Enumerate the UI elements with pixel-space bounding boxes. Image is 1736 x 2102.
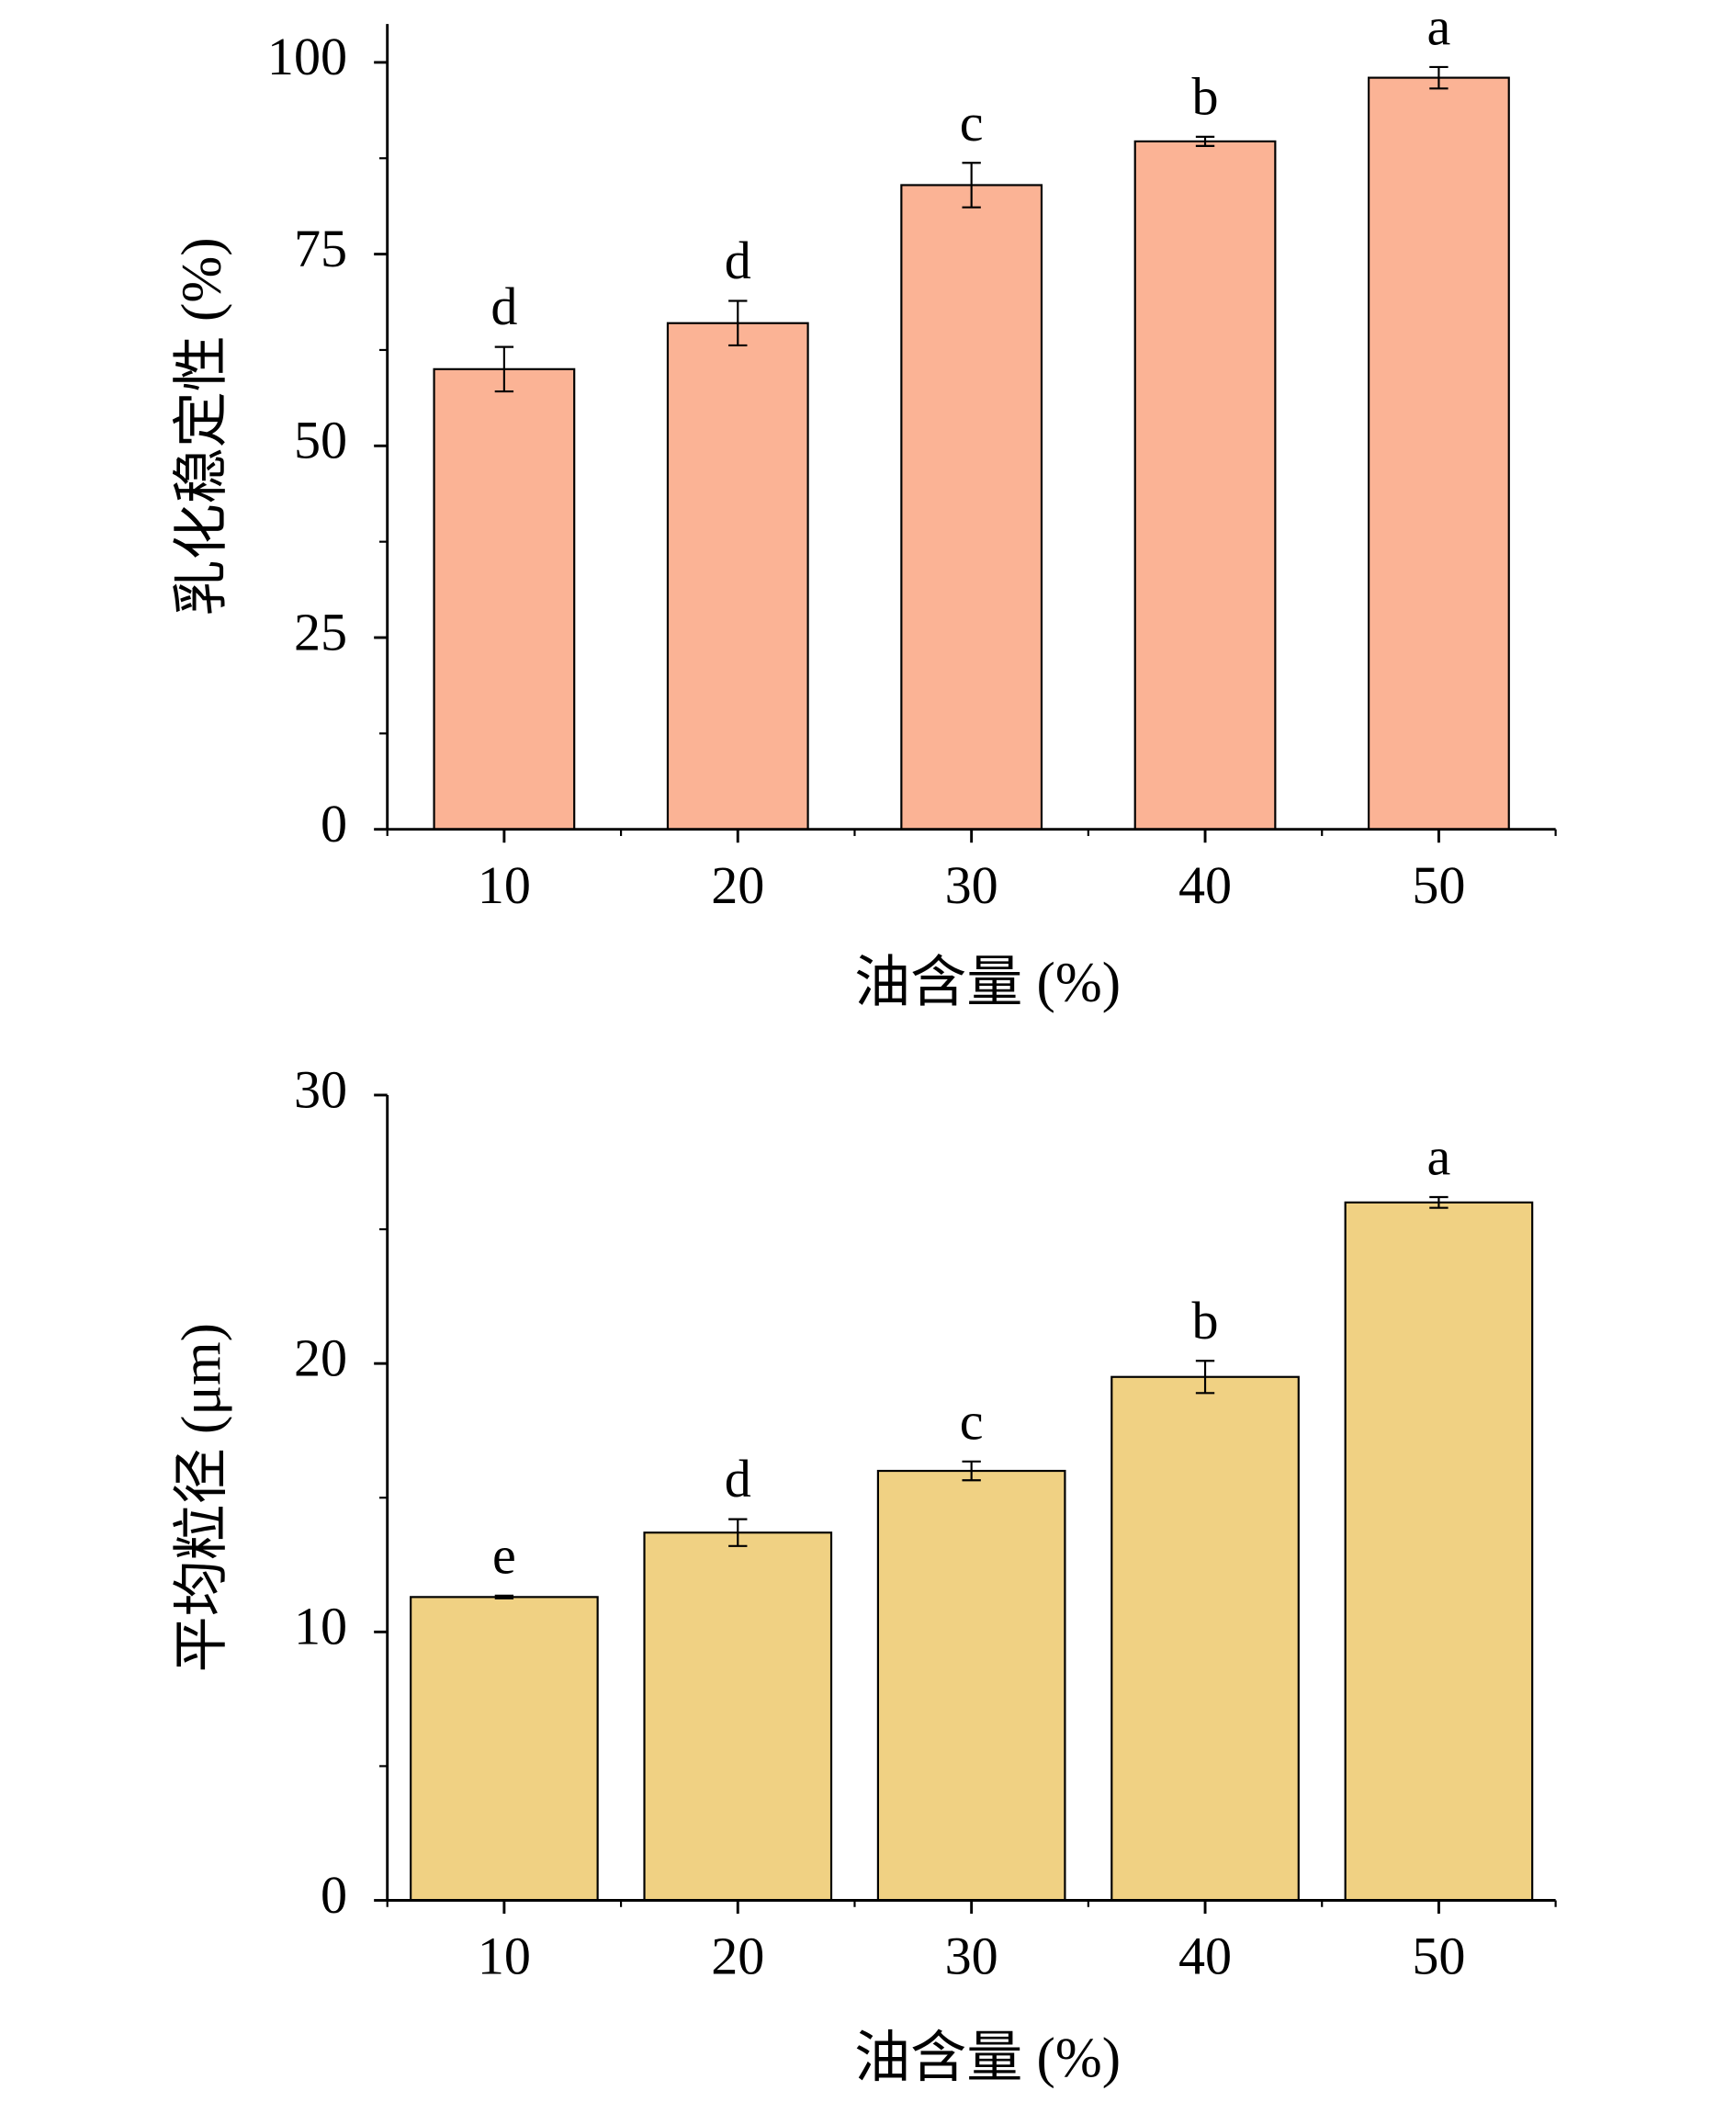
bar	[1368, 76, 1510, 831]
error-bar	[1195, 135, 1215, 147]
x-tick-label: 10	[478, 1927, 531, 1986]
y-axis-title: 乳化稳定性 (%)	[171, 237, 232, 616]
significance-letter: c	[960, 1391, 984, 1451]
bar	[666, 322, 809, 831]
error-bar	[962, 1460, 981, 1482]
significance-letter: d	[490, 277, 517, 336]
error-bar	[962, 162, 981, 209]
x-tick-label: 20	[711, 855, 764, 915]
bar	[433, 367, 576, 831]
error-bar	[1429, 1195, 1449, 1209]
error-bar	[494, 1594, 514, 1599]
bar	[1110, 1375, 1300, 1902]
y-axis-title: 平均粒径 (μm)	[171, 1323, 232, 1672]
bar	[410, 1596, 599, 1902]
significance-letter: e	[492, 1525, 516, 1585]
x-tick-label: 50	[1412, 1927, 1465, 1986]
x-tick-label: 40	[1178, 855, 1232, 915]
x-tick-label: 10	[478, 855, 531, 915]
significance-letter: a	[1427, 1127, 1451, 1187]
x-tick-label: 30	[945, 855, 998, 915]
error-bar	[728, 1518, 748, 1547]
bar	[1133, 140, 1277, 831]
y-tick-label: 50	[294, 411, 347, 470]
y-tick-label: 20	[294, 1328, 347, 1387]
y-tick-label: 75	[294, 219, 347, 278]
y-tick-label: 25	[294, 602, 347, 661]
y-tick-label: 0	[321, 1865, 347, 1925]
x-tick-label: 30	[945, 1927, 998, 1986]
y-tick-label: 100	[267, 27, 347, 86]
bar	[1344, 1201, 1534, 1902]
x-axis-title: 油含量 (%)	[854, 2028, 1121, 2089]
x-tick-label: 50	[1412, 855, 1465, 915]
bar	[900, 184, 1043, 831]
significance-letter: a	[1427, 0, 1451, 56]
y-tick-label: 30	[294, 1059, 347, 1119]
significance-letter: b	[1192, 66, 1219, 126]
y-tick-label: 10	[294, 1597, 347, 1656]
error-bar	[494, 345, 514, 393]
significance-letter: d	[725, 1449, 751, 1509]
x-tick-label: 40	[1178, 1927, 1232, 1986]
y-tick-label: 0	[321, 794, 347, 853]
bar	[643, 1531, 833, 1902]
significance-letter: c	[960, 93, 984, 153]
error-bar	[1429, 65, 1449, 90]
bar	[876, 1469, 1066, 1902]
error-bar	[728, 299, 748, 347]
error-bar	[1195, 1360, 1215, 1395]
x-axis-title: 油含量 (%)	[854, 953, 1121, 1014]
significance-letter: b	[1192, 1291, 1219, 1350]
x-tick-label: 20	[711, 1927, 764, 1986]
significance-letter: d	[725, 231, 751, 290]
